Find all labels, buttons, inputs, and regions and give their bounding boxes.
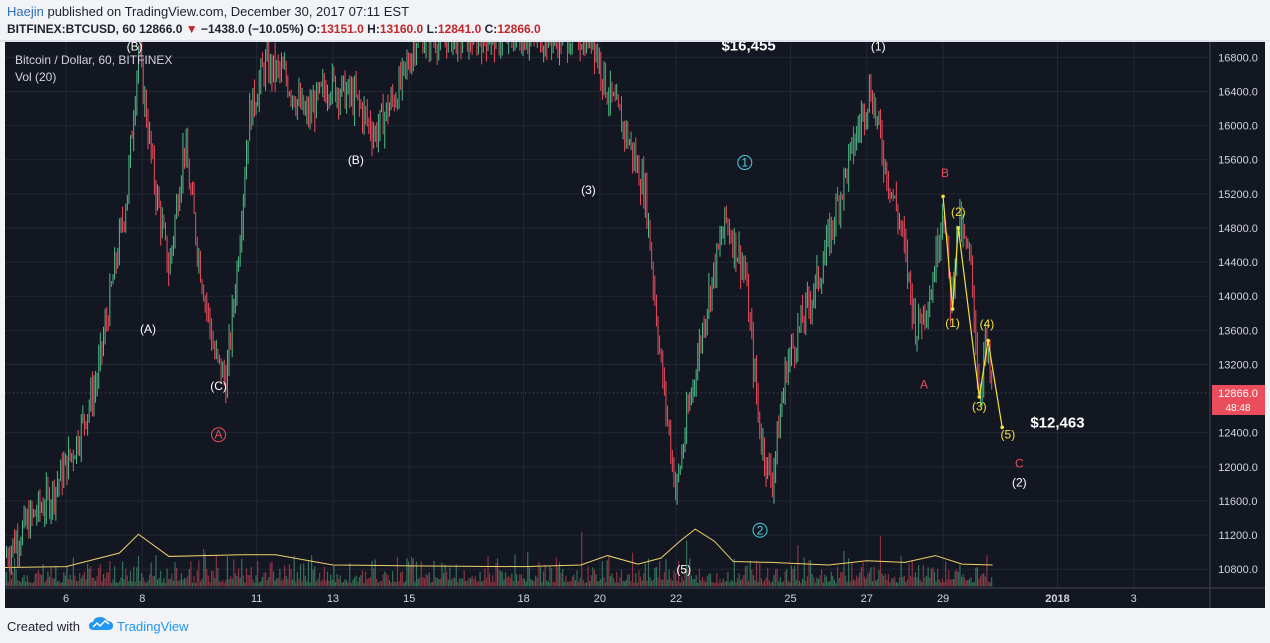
price-tick-label: 10800.0	[1218, 564, 1258, 576]
price-axis[interactable]: 10800.0 11200.0 11600.0 12000.0 12400.0 13200…	[1218, 52, 1258, 576]
time-tick-label: 25	[784, 593, 796, 605]
tradingview-cloud-icon[interactable]	[88, 616, 114, 632]
annotations: $16,455 $12,463 (B) (B) (A) (C) A (3) 1 2 (5) (1) B A…	[127, 42, 1085, 576]
price-tick-label: 11600.0	[1219, 496, 1258, 508]
close-label: C:	[484, 22, 498, 36]
wave-label: (1)	[871, 42, 886, 54]
last-price: 12866.0	[139, 22, 183, 36]
time-tick-label: 15	[403, 593, 415, 605]
low-value: 12841.0	[437, 22, 482, 36]
wave-label: (5)	[1001, 428, 1016, 442]
high-label: H:	[367, 22, 380, 36]
footer: Created with TradingView	[0, 608, 1270, 643]
high-value: 13160.0	[379, 22, 424, 36]
price-tick-label: 14800.0	[1218, 223, 1258, 235]
price-tick-label: 15200.0	[1218, 189, 1258, 201]
price-tick-label: 14000.0	[1218, 291, 1258, 303]
wave-label: $16,455	[721, 42, 775, 55]
time-tick-label: 27	[861, 593, 873, 605]
wave-label: A	[920, 377, 928, 391]
wave-label: B	[941, 166, 949, 180]
created-with-text: Created with	[7, 619, 80, 634]
wave-point	[977, 395, 982, 399]
wave-label: (2)	[1012, 475, 1027, 489]
symbol: BITFINEX:BTCUSD, 60	[7, 22, 136, 36]
wave-point	[956, 226, 961, 230]
price-tick-label: 16400.0	[1218, 86, 1258, 98]
price-tick-label: 12000.0	[1218, 462, 1258, 474]
price-chart[interactable]: 10800.0 11200.0 11600.0 12000.0 12400.0 13200…	[5, 42, 1265, 608]
time-tick-label: 18	[517, 593, 529, 605]
last-price-tag: 12866.0 48:48	[1212, 384, 1265, 415]
wave-label: 2	[757, 523, 764, 537]
time-tick-label: 11	[251, 593, 262, 605]
price-change: −1438.0 (−10.05%)	[201, 22, 304, 36]
price-tick-label: 14400.0	[1218, 257, 1258, 269]
wave-point	[950, 307, 955, 311]
open-label: O:	[307, 22, 321, 36]
price-tick-label: 15600.0	[1218, 155, 1258, 167]
time-tick-label: 6	[63, 593, 69, 605]
wave-circle	[737, 155, 753, 171]
chart-header: Haejin published on TradingView.com, Dec…	[0, 0, 1270, 40]
wave-label: (5)	[676, 562, 691, 576]
volume-ma-line	[5, 528, 993, 569]
time-tick-label: 29	[937, 593, 949, 605]
time-axis[interactable]: 6 8 11 13 15 18 20 22 25 27 29 2018 3	[63, 593, 1137, 605]
low-label: L:	[426, 22, 438, 36]
last-price-label: 12866.0	[1218, 388, 1258, 400]
price-tick-label: 16800.0	[1218, 52, 1258, 64]
time-tick-label: 3	[1131, 593, 1137, 605]
wave-label: (B)	[348, 153, 364, 167]
price-tick-label: 13200.0	[1218, 359, 1258, 371]
author-link[interactable]: Haejin	[7, 4, 44, 19]
chart-background	[5, 42, 1265, 608]
wave-label: $12,463	[1030, 415, 1084, 432]
wave-label: (2)	[951, 205, 966, 219]
time-tick-label: 20	[594, 593, 606, 605]
wave-label: (B)	[127, 42, 143, 54]
publish-line: Haejin published on TradingView.com, Dec…	[7, 4, 409, 19]
bar-countdown: 48:48	[1225, 403, 1250, 414]
wave-label: A	[215, 428, 223, 442]
wave-label: (4)	[980, 317, 995, 331]
wave-points	[941, 194, 1004, 430]
divider	[0, 40, 1270, 42]
price-tick-label: 12400.0	[1218, 428, 1258, 440]
price-tick-label: 16000.0	[1218, 121, 1258, 133]
down-arrow-icon: ▼	[185, 22, 198, 36]
wave-point	[986, 338, 990, 343]
wave-point	[1000, 425, 1004, 430]
volume-bars	[5, 531, 993, 587]
last-price-badge	[1212, 384, 1265, 415]
wave-label: 1	[741, 156, 748, 170]
grid	[5, 42, 1210, 588]
tradingview-link[interactable]: TradingView	[117, 619, 189, 634]
quote-line: BITFINEX:BTCUSD, 60 12866.0 ▼ −1438.0 (−…	[7, 22, 541, 36]
wave-circle	[211, 427, 227, 443]
wave-circle	[752, 522, 768, 538]
price-tick-label: 13600.0	[1218, 325, 1258, 337]
time-tick-label: 2018	[1045, 593, 1069, 605]
legend-volume: Vol (20)	[15, 70, 56, 84]
time-tick-label: 13	[327, 593, 339, 605]
open-value: 13151.0	[320, 22, 364, 36]
legend-title: Bitcoin / Dollar, 60, BITFINEX	[15, 53, 172, 67]
wave-point	[941, 194, 945, 199]
elliott-wave-line	[942, 196, 1003, 428]
wave-label: (C)	[210, 379, 227, 393]
wave-label: (3)	[581, 183, 596, 197]
wave-label: (3)	[972, 400, 987, 414]
wave-label: (1)	[945, 316, 960, 330]
time-tick-label: 22	[670, 593, 682, 605]
candles	[6, 42, 993, 575]
time-tick-label: 8	[139, 593, 145, 605]
wave-label: (A)	[140, 322, 156, 336]
publish-info: published on TradingView.com, December 3…	[43, 4, 410, 19]
close-value: 12866.0	[497, 22, 541, 36]
wave-label: C	[1015, 457, 1024, 471]
price-tick-label: 11200.0	[1219, 530, 1258, 542]
